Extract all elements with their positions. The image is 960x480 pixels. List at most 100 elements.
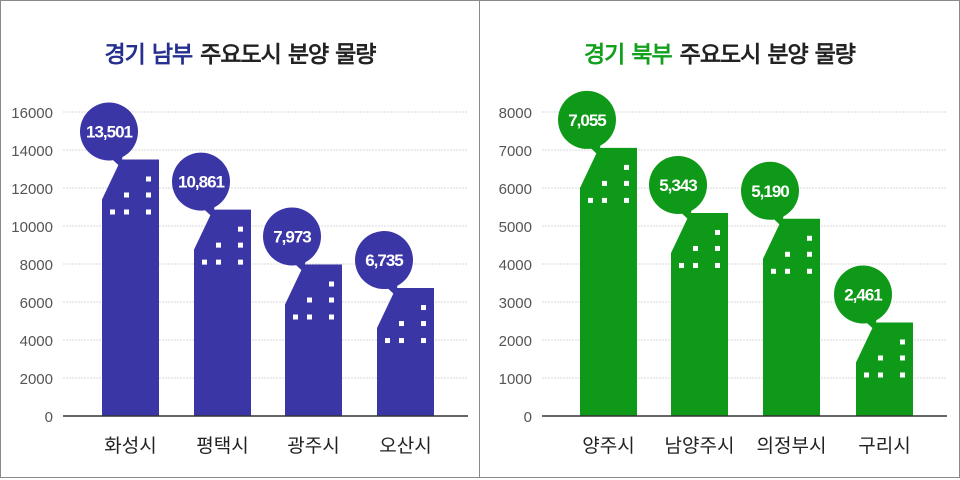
bar bbox=[763, 218, 820, 416]
callout-bubble bbox=[80, 102, 138, 161]
x-tick-label: 양주시 bbox=[582, 435, 634, 457]
window bbox=[602, 180, 607, 186]
window bbox=[900, 355, 905, 361]
window bbox=[588, 197, 593, 203]
window bbox=[624, 164, 629, 170]
y-tick-label: 14000 bbox=[11, 143, 53, 160]
window bbox=[329, 297, 334, 303]
window bbox=[807, 235, 812, 241]
data-label: 7,973 bbox=[273, 228, 311, 247]
x-tick-label: 화성시 bbox=[104, 435, 156, 457]
bar bbox=[856, 322, 913, 416]
y-tick-label: 7000 bbox=[499, 143, 532, 160]
window bbox=[124, 209, 129, 215]
callout-bubble bbox=[355, 231, 413, 290]
south-chart-svg: 0 2000 4000 6000 8000 10000 12000 14000 16000 13,… bbox=[11, 102, 468, 457]
window bbox=[807, 268, 812, 274]
callout-bubble bbox=[741, 161, 799, 220]
window bbox=[715, 245, 720, 251]
data-label: 13,501 bbox=[86, 122, 133, 141]
title-highlight: 경기 남부 bbox=[104, 42, 194, 68]
title-rest: 주요도시 분양 물량 bbox=[200, 42, 376, 68]
y-tick-label: 0 bbox=[45, 409, 53, 426]
window bbox=[293, 314, 298, 320]
window bbox=[900, 372, 905, 378]
data-label: 5,190 bbox=[751, 182, 789, 201]
window bbox=[307, 297, 312, 303]
window bbox=[385, 338, 390, 344]
data-label: 10,861 bbox=[178, 173, 225, 192]
chart-title: 경기 남부 주요도시 분양 물량 bbox=[1, 35, 479, 69]
chart-title: 경기 북부 주요도시 분양 물량 bbox=[480, 35, 959, 69]
window bbox=[202, 259, 207, 265]
window bbox=[693, 262, 698, 268]
window bbox=[307, 314, 312, 320]
window bbox=[216, 242, 221, 248]
window bbox=[238, 226, 243, 232]
y-tick-label: 6000 bbox=[499, 181, 532, 198]
window bbox=[421, 338, 426, 344]
callout-bubble bbox=[172, 152, 230, 211]
window bbox=[785, 268, 790, 274]
bar bbox=[194, 209, 251, 416]
window bbox=[146, 209, 151, 215]
window bbox=[146, 176, 151, 182]
bar bbox=[671, 212, 728, 416]
y-tick-label: 0 bbox=[524, 409, 532, 426]
y-tick-label: 2000 bbox=[20, 371, 53, 388]
window bbox=[602, 197, 607, 203]
north-chart-svg: 0 1000 2000 3000 4000 5000 6000 7000 8000 7,055 양주… bbox=[499, 90, 947, 457]
window bbox=[146, 192, 151, 198]
window bbox=[771, 268, 776, 274]
data-label: 6,735 bbox=[365, 251, 403, 270]
window bbox=[864, 372, 869, 378]
window bbox=[807, 251, 812, 257]
x-tick-label: 구리시 bbox=[858, 435, 910, 457]
x-tick-label: 광주시 bbox=[287, 435, 339, 457]
window bbox=[399, 321, 404, 327]
window bbox=[693, 245, 698, 251]
window bbox=[329, 281, 334, 287]
y-tick-label: 8000 bbox=[499, 105, 532, 122]
y-tick-label: 1000 bbox=[499, 371, 532, 388]
bar bbox=[285, 264, 342, 416]
bar bbox=[377, 288, 434, 416]
window bbox=[421, 321, 426, 327]
window bbox=[124, 192, 129, 198]
y-tick-label: 16000 bbox=[11, 105, 53, 122]
callout-bubble bbox=[834, 265, 892, 324]
window bbox=[624, 197, 629, 203]
title-rest: 주요도시 분양 물량 bbox=[679, 42, 856, 68]
north-chart-panel: 경기 북부 주요도시 분양 물량 0 1000 2000 3000 4000 5000 600… bbox=[479, 0, 960, 478]
window bbox=[715, 229, 720, 235]
window bbox=[900, 339, 905, 345]
window bbox=[216, 259, 221, 265]
window bbox=[238, 259, 243, 265]
y-tick-label: 10000 bbox=[11, 219, 53, 236]
data-label: 7,055 bbox=[568, 111, 606, 130]
y-tick-label: 3000 bbox=[499, 295, 532, 312]
window bbox=[715, 262, 720, 268]
window bbox=[785, 251, 790, 257]
south-chart-panel: 경기 남부 주요도시 분양 물량 0 2000 4000 6000 8000 10000 12… bbox=[0, 0, 480, 478]
title-highlight: 경기 북부 bbox=[584, 42, 673, 68]
window bbox=[110, 209, 115, 215]
y-tick-label: 2000 bbox=[499, 333, 532, 350]
callout-bubble bbox=[263, 207, 321, 266]
data-label: 5,343 bbox=[659, 176, 697, 195]
window bbox=[878, 355, 883, 361]
y-tick-label: 4000 bbox=[20, 333, 53, 350]
callout-bubble bbox=[649, 155, 707, 214]
x-tick-label: 평택시 bbox=[196, 435, 248, 457]
x-tick-label: 오산시 bbox=[379, 435, 431, 457]
y-tick-label: 8000 bbox=[20, 257, 53, 274]
bar bbox=[580, 147, 637, 416]
x-tick-label: 남양주시 bbox=[665, 435, 735, 457]
callout-bubble bbox=[558, 90, 616, 149]
y-tick-label: 6000 bbox=[20, 295, 53, 312]
y-tick-label: 4000 bbox=[499, 257, 532, 274]
y-tick-label: 12000 bbox=[11, 181, 53, 198]
window bbox=[421, 305, 426, 311]
data-label: 2,461 bbox=[844, 285, 882, 304]
window bbox=[399, 338, 404, 344]
